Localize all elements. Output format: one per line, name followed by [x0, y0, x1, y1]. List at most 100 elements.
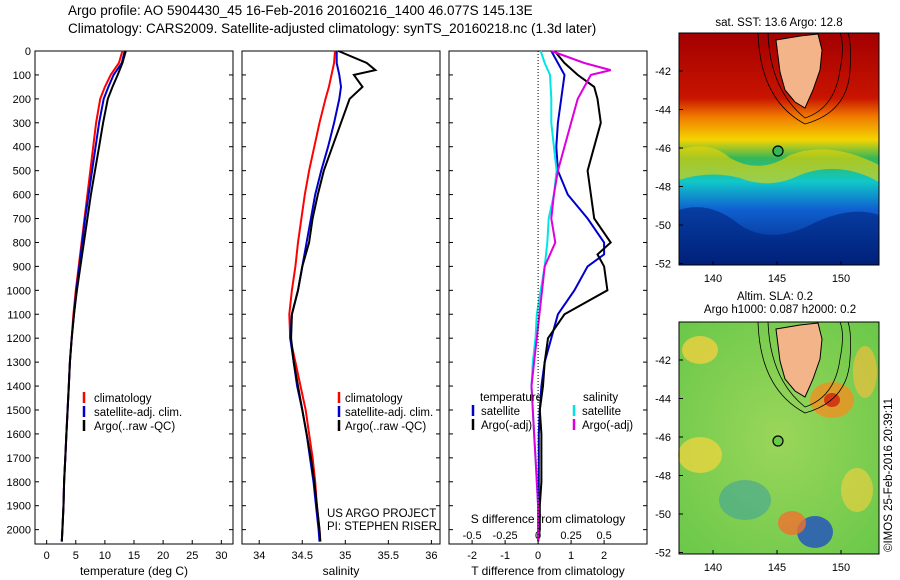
profile-line-salinity-argo-adj- [530, 50, 611, 542]
legend-satellite-label: satellite-adj. clim. [94, 407, 182, 419]
map-lat-label: -52 [655, 259, 671, 271]
map-ticks: -42 -44 -46 -48 -50 -52 140 145 150 -42 -44 -46 -48 -… [655, 66, 850, 574]
x-tick-label: 34.5 [292, 550, 313, 562]
depth-tick-label: 1300 [7, 357, 31, 369]
bathymetry-contour [757, 32, 852, 125]
salinity-legend: climatology satellite-adj. clim. Argo(..… [327, 392, 437, 533]
sla-anomaly [824, 393, 840, 407]
x-tick-label: 15 [128, 550, 140, 562]
s-tick-label: 0.5 [596, 530, 611, 542]
map-lat-label: -50 [655, 220, 671, 232]
x-tick-label: 34 [253, 550, 265, 562]
map-lon-label: 140 [704, 273, 722, 285]
tasmania-island [775, 33, 823, 109]
depth-tick-label: 900 [13, 261, 31, 273]
profile-line-climatology [60, 50, 124, 542]
profile-lines [60, 50, 613, 542]
sst-map-title: sat. SST: 13.6 Argo: 12.8 [715, 17, 842, 29]
profile-line-argo-raw-qc- [60, 50, 127, 542]
map-lon-label: 145 [768, 273, 786, 285]
depth-tick-label: 700 [13, 214, 31, 226]
legend-climatology-label: climatology [94, 393, 152, 405]
sla-anomaly [797, 516, 833, 548]
depth-tick-label: 400 [13, 142, 31, 154]
header-line-1: Argo profile: AO 5904430_45 16-Feb-2016 … [68, 3, 533, 18]
x-tick-label: 30 [215, 550, 227, 562]
sla-map-frame [678, 321, 880, 555]
profile-line-satellite-adj-clim- [60, 50, 126, 542]
argo-float-marker [772, 435, 784, 447]
x-tick-label: -2 [467, 550, 477, 562]
header-line-2: Climatology: CARS2009. Satellite-adjuste… [68, 21, 597, 36]
map-lon-label: 140 [704, 562, 722, 574]
x-tick-label: 36 [425, 550, 437, 562]
bathymetry-contour [767, 32, 843, 119]
sst-cold-water [679, 207, 879, 265]
profile-line-satellite-adj-clim- [289, 51, 343, 542]
sst-map: sat. SST: 13.6 Argo: 12.8 [678, 17, 880, 266]
depth-tick-label: 0 [25, 46, 31, 58]
sla-anomaly [853, 346, 877, 398]
profile-line-temperature-argo-adj- [537, 50, 613, 542]
s-tick-label: -0.25 [493, 530, 518, 542]
s-difference-axis-label: S difference from climatology [471, 512, 626, 526]
legend-salinity-title: salinity [583, 392, 618, 404]
profile-line-temperature-satellite [537, 50, 606, 542]
s-tick-label: -0.5 [463, 530, 482, 542]
map-lat-label: -42 [655, 355, 671, 367]
bathymetry-contour [767, 321, 843, 408]
t-difference-axis-label: T difference from climatology [471, 564, 625, 578]
legend-s-satellite-label: satellite [582, 406, 621, 418]
map-lat-label: -46 [655, 143, 671, 155]
salinity-axis-label: salinity [323, 564, 360, 578]
legend-climatology-label: climatology [345, 393, 403, 405]
difference-legend: temperature salinity satellite Argo(-adj… [471, 392, 633, 432]
depth-tick-label: 100 [13, 70, 31, 82]
sst-front [679, 146, 879, 184]
map-lon-label: 145 [768, 562, 786, 574]
salinity-panel-frame [241, 50, 441, 545]
tasmania-island [775, 322, 823, 398]
x-tick-label: 35.5 [378, 550, 399, 562]
legend-t-argo-label: Argo(-adj) [481, 420, 532, 432]
sla-anomaly [778, 511, 806, 535]
depth-tick-label: 2000 [7, 525, 31, 537]
project-label: US ARGO PROJECT [327, 508, 436, 520]
pi-label: PI: STEPHEN RISER [327, 521, 437, 533]
x-tick-label: 25 [186, 550, 198, 562]
sla-anomaly [841, 468, 873, 512]
depth-tick-label: 1500 [7, 405, 31, 417]
sla-anomaly [678, 437, 722, 473]
s-tick-label: 0.25 [560, 530, 581, 542]
depth-tick-label: 1800 [7, 477, 31, 489]
temperature-legend: climatology satellite-adj. clim. Argo(..… [82, 392, 182, 433]
argo-float-marker [772, 145, 784, 157]
legend-t-satellite-label: satellite [481, 406, 520, 418]
depth-tick-label: 1200 [7, 333, 31, 345]
depth-tick-label: 500 [13, 166, 31, 178]
map-lat-label: -48 [655, 182, 671, 194]
map-lat-label: -48 [655, 471, 671, 483]
depth-tick-label: 1000 [7, 285, 31, 297]
temperature-axis-label: temperature (deg C) [80, 564, 188, 578]
depth-tick-label: 300 [13, 118, 31, 130]
profile-line-climatology [288, 50, 336, 542]
bathymetry-contour [757, 321, 852, 414]
difference-panel-frame [448, 50, 648, 545]
map-lat-label: -44 [655, 394, 671, 406]
map-lat-label: -50 [655, 509, 671, 521]
sla-anomaly [719, 480, 771, 520]
sla-map-title: Altim. SLA: 0.2 [736, 291, 814, 303]
x-tick-label: -1 [500, 550, 510, 562]
x-tick-label: 1 [568, 550, 574, 562]
x-tick-label: 5 [73, 550, 79, 562]
sst-map-frame [678, 32, 880, 266]
map-lat-label: -44 [655, 105, 671, 117]
map-lon-label: 150 [832, 562, 850, 574]
x-tick-label: 20 [157, 550, 169, 562]
depth-tick-label: 800 [13, 237, 31, 249]
x-tick-label: 35 [339, 550, 351, 562]
map-lat-label: -42 [655, 66, 671, 78]
axis-ticks: 0100200300400500600700800900100011001200… [7, 46, 647, 562]
depth-tick-label: 1900 [7, 501, 31, 513]
